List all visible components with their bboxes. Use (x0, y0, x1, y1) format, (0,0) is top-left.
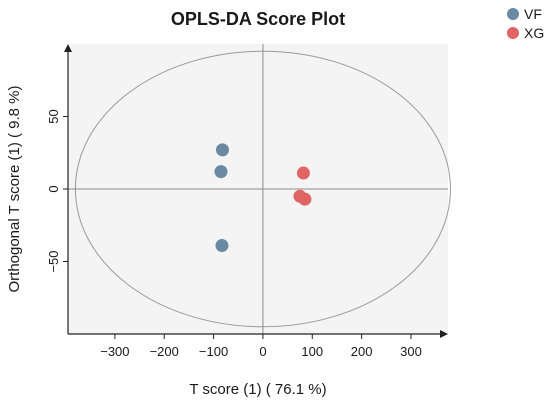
y-tick-label: 50 (46, 109, 61, 123)
x-tick-label: −100 (199, 344, 228, 359)
x-tick-label: 200 (351, 344, 373, 359)
legend-marker-vf (507, 8, 519, 20)
y-tick-label: 0 (46, 185, 61, 192)
x-tick-label: 100 (301, 344, 323, 359)
x-tick-label: 300 (400, 344, 422, 359)
x-tick-label: 0 (259, 344, 266, 359)
y-tick-label: −50 (46, 250, 61, 272)
data-points (214, 143, 312, 253)
data-point-vf (215, 143, 229, 157)
x-tick-label: −200 (150, 344, 179, 359)
data-point-vf (215, 239, 229, 253)
x-axis-label: T score (1) ( 76.1 %) (189, 381, 326, 398)
x-axis-arrow (440, 330, 448, 338)
y-axis-arrow (64, 44, 72, 52)
data-point-vf (214, 165, 228, 179)
legend-marker-xg (507, 27, 519, 39)
chart-title: OPLS-DA Score Plot (171, 9, 345, 29)
axes: −300 −200 −100 0 100 200 300 −50 0 50 (46, 44, 448, 359)
data-point-xg (296, 166, 310, 180)
legend-label-vf: VF (524, 6, 542, 22)
y-axis-label: Orthogonal T score (1) ( 9.8 %) (6, 85, 23, 292)
legend-label-xg: XG (524, 25, 544, 41)
legend: VF XG (507, 6, 544, 41)
data-point-xg (298, 192, 312, 206)
x-tick-label: −300 (100, 344, 129, 359)
